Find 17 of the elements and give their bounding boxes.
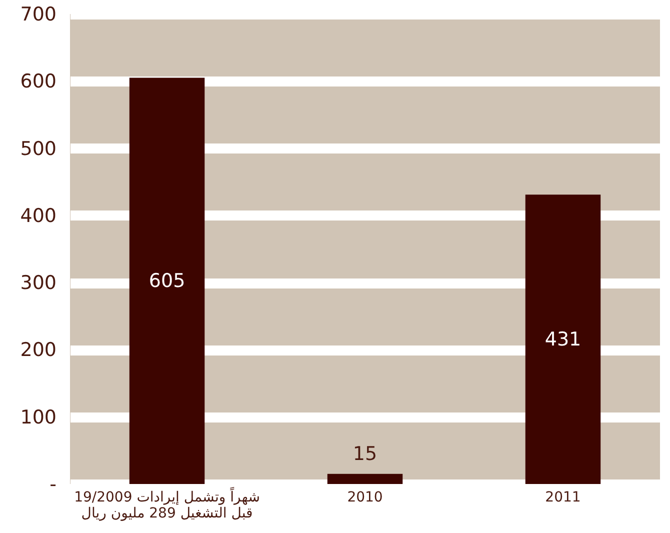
bar (327, 474, 403, 484)
y-tick-label: 600 (20, 70, 56, 93)
y-tick-label: 400 (20, 204, 56, 227)
data-label: 605 (148, 270, 186, 292)
y-tick-label: 700 (20, 4, 56, 26)
bar (129, 78, 205, 484)
y-tick-label: 300 (20, 272, 56, 294)
data-label: 431 (544, 328, 582, 350)
data-label: 15 (352, 442, 378, 465)
x-tick-label: 2011 (545, 490, 581, 506)
y-tick-label: 500 (20, 138, 56, 160)
y-tick-label: 100 (20, 406, 56, 428)
y-tick-label: - (50, 474, 56, 496)
y-tick-label: 200 (20, 339, 56, 362)
x-tick-label: 19/2009 شهراً وتشمل إيرادات قبل التشغيل 289 مليون ريال (74, 486, 260, 522)
x-tick-label: 2010 (347, 490, 383, 506)
bar (525, 194, 601, 484)
